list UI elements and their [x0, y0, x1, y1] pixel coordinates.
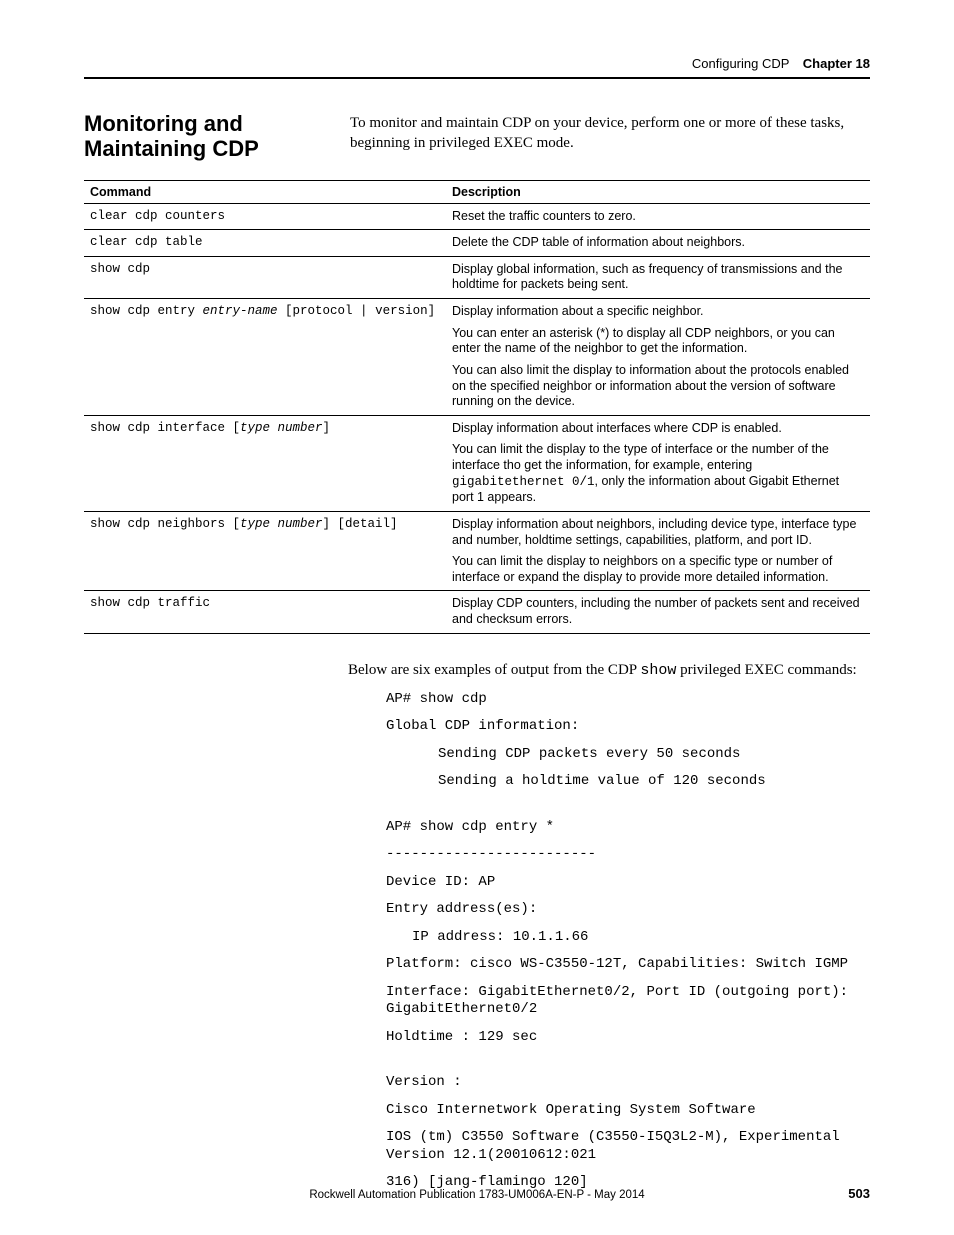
cmd-pre: show cdp interface [: [90, 421, 240, 435]
footer-page-number: 503: [848, 1186, 870, 1201]
desc-text: Display information about neighbors, inc…: [452, 517, 864, 548]
section-title: Monitoring and Maintaining CDP: [84, 111, 332, 162]
cmd-pre: show cdp entry: [90, 304, 203, 318]
cli-line: Platform: cisco WS-C3550-12T, Capabiliti…: [386, 956, 870, 974]
cli-line: Entry address(es):: [386, 901, 870, 919]
desc-text: You can limit the display to neighbors o…: [452, 554, 864, 585]
desc-text: Display information about interfaces whe…: [452, 421, 864, 437]
cmd-post: [protocol | version]: [278, 304, 436, 318]
cmd-cell: show cdp traffic: [84, 591, 446, 633]
header-chapter: Chapter 18: [803, 56, 870, 71]
cli-line: Sending CDP packets every 50 seconds: [386, 746, 870, 764]
desc-text: Display CDP counters, including the numb…: [452, 596, 864, 627]
desc-cell: Display information about a specific nei…: [446, 299, 870, 416]
para-text: Below are six examples of output from th…: [348, 662, 640, 678]
table-row: show cdp interface [type number] Display…: [84, 415, 870, 511]
table-header-row: Command Description: [84, 180, 870, 203]
cli-output-block: AP# show cdp Global CDP information: Sen…: [386, 691, 870, 1192]
table-row: show cdp entry entry-name [protocol | ve…: [84, 299, 870, 416]
cmd-cell: show cdp entry entry-name [protocol | ve…: [84, 299, 446, 416]
section-heading-row: Monitoring and Maintaining CDP To monito…: [84, 111, 870, 162]
cmd-post: ] [detail]: [323, 517, 398, 531]
desc-text: Display global information, such as freq…: [452, 262, 864, 293]
page-header: Configuring CDP Chapter 18: [84, 56, 870, 79]
desc-cell: Delete the CDP table of information abou…: [446, 230, 870, 257]
cli-line: Interface: GigabitEthernet0/2, Port ID (…: [386, 984, 870, 1019]
desc-text: You can limit the display to the type of…: [452, 442, 864, 506]
cmd-pre: show cdp neighbors [: [90, 517, 240, 531]
cmd-cell: show cdp neighbors [type number] [detail…: [84, 511, 446, 591]
table-row: show cdp Display global information, suc…: [84, 256, 870, 298]
cmd-ital: type number: [240, 421, 323, 435]
desc-text: Display information about a specific nei…: [452, 304, 864, 320]
cmd-cell: show cdp interface [type number]: [84, 415, 446, 511]
desc-cell: Display CDP counters, including the numb…: [446, 591, 870, 633]
table-row: show cdp traffic Display CDP counters, i…: [84, 591, 870, 633]
cli-line: Global CDP information:: [386, 718, 870, 736]
desc-cell: Display global information, such as freq…: [446, 256, 870, 298]
post-table-paragraph: Below are six examples of output from th…: [348, 660, 870, 681]
inline-code: gigabitethernet 0/1: [452, 475, 595, 489]
cli-line: Cisco Internetwork Operating System Soft…: [386, 1102, 870, 1120]
cmd-post: ]: [323, 421, 331, 435]
cli-line: AP# show cdp: [386, 691, 870, 709]
cli-line: AP# show cdp entry *: [386, 819, 870, 837]
section-intro: To monitor and maintain CDP on your devi…: [350, 111, 870, 162]
table-row: clear cdp counters Reset the traffic cou…: [84, 203, 870, 230]
para-text: privileged EXEC commands:: [676, 662, 856, 678]
cmd-cell: show cdp: [84, 256, 446, 298]
desc-cell: Display information about interfaces whe…: [446, 415, 870, 511]
page-footer: Rockwell Automation Publication 1783-UM0…: [84, 1189, 870, 1201]
cli-line: Version :: [386, 1074, 870, 1092]
col-header-command: Command: [84, 180, 446, 203]
cmd-cell: clear cdp counters: [84, 203, 446, 230]
cli-line: IOS (tm) C3550 Software (C3550-I5Q3L2-M)…: [386, 1129, 870, 1164]
cli-line: -------------------------: [386, 846, 870, 864]
cmd-ital: type number: [240, 517, 323, 531]
table-row: show cdp neighbors [type number] [detail…: [84, 511, 870, 591]
desc-cell: Reset the traffic counters to zero.: [446, 203, 870, 230]
blank-line: [386, 1056, 870, 1074]
cmd-ital: entry-name: [203, 304, 278, 318]
desc-text: Delete the CDP table of information abou…: [452, 235, 864, 251]
footer-publication: Rockwell Automation Publication 1783-UM0…: [309, 1189, 644, 1201]
blank-line: [386, 801, 870, 819]
table-row: clear cdp table Delete the CDP table of …: [84, 230, 870, 257]
desc-cell: Display information about neighbors, inc…: [446, 511, 870, 591]
desc-text: You can enter an asterisk (*) to display…: [452, 326, 864, 357]
header-topic: Configuring CDP: [692, 56, 789, 71]
cli-line: Holdtime : 129 sec: [386, 1029, 870, 1047]
desc-text: You can also limit the display to inform…: [452, 363, 864, 410]
cli-line: IP address: 10.1.1.66: [386, 929, 870, 947]
cmd-cell: clear cdp table: [84, 230, 446, 257]
col-header-description: Description: [446, 180, 870, 203]
cli-line: Device ID: AP: [386, 874, 870, 892]
inline-code: show: [640, 662, 676, 679]
desc-text: Reset the traffic counters to zero.: [452, 209, 864, 225]
command-table: Command Description clear cdp counters R…: [84, 180, 870, 634]
cli-line: Sending a holdtime value of 120 seconds: [386, 773, 870, 791]
